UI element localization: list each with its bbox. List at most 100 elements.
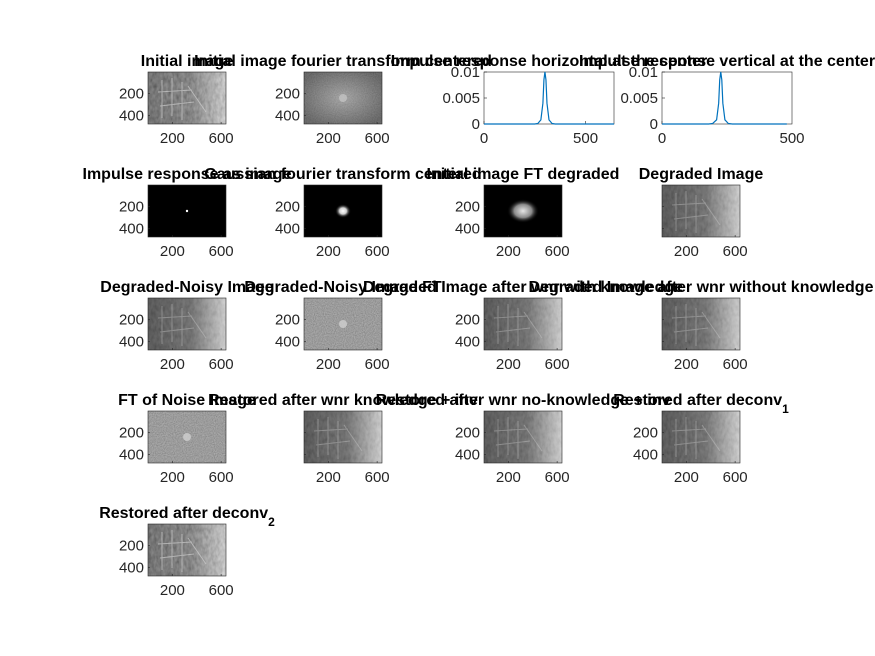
noise-center <box>339 320 347 328</box>
degraded-spectrum-blob <box>507 199 539 223</box>
y-tick-label: 200 <box>119 538 144 555</box>
subplot-title-text: Restored after deconv <box>613 392 782 409</box>
y-tick-label: 200 <box>119 312 144 329</box>
x-tick-label: 600 <box>545 469 570 486</box>
subplot-title: FT of Noise Image <box>118 392 256 409</box>
y-tick-label: 200 <box>275 312 300 329</box>
y-tick-label: 200 <box>633 425 658 442</box>
subplot-title-text: Degraded Image after wnr with knowledge <box>363 279 683 296</box>
subplot-title-text: Impulse response as image <box>83 166 292 183</box>
subplot-title: Impulse response vertical at the center <box>579 53 875 70</box>
axes-box <box>303 410 383 464</box>
axes-box <box>661 410 741 464</box>
y-tick-label: 400 <box>633 446 658 463</box>
subplot-title: Initial image FT degraded <box>427 166 620 183</box>
subplot-p10: 200 400 200 600 Degraded-Noisy Image FT <box>244 279 442 373</box>
y-tick-label: 400 <box>455 220 480 237</box>
axes-box <box>483 297 563 351</box>
y-tick-label: 400 <box>455 333 480 350</box>
scene-structure <box>157 530 207 572</box>
scene-structure <box>671 304 721 346</box>
y-tick-label: 200 <box>455 199 480 216</box>
subplot-title-text: Degraded Image after wnr without knowled… <box>529 279 874 296</box>
x-tick-label: 600 <box>545 243 570 260</box>
subplot-title: Degraded Image after wnr without knowled… <box>529 279 874 296</box>
subplot-title: Degraded-Noisy Image <box>100 279 273 296</box>
x-tick-label: 200 <box>316 130 341 147</box>
x-tick-label: 500 <box>779 130 804 147</box>
scene-texture <box>484 411 562 463</box>
subplot-title: Initial image fourier transform centered <box>194 53 492 70</box>
subplot-p2: 200 400 200 600 Initial image fourier transf… <box>194 53 492 147</box>
axes-box <box>147 71 227 125</box>
y-tick-label: 200 <box>275 199 300 216</box>
subplot-title-text: Restored after deconv <box>99 505 268 522</box>
x-tick-label: 200 <box>160 582 185 599</box>
subplot-p8: 200 600 Degraded Image <box>639 166 764 260</box>
subplot-p12: 200 600 Degraded Image after wnr without k… <box>529 279 874 373</box>
y-tick-label: 200 <box>455 312 480 329</box>
subplot-title-text: Initial image <box>141 53 234 70</box>
x-tick-label: 200 <box>674 469 699 486</box>
subplot-title: Impulse response horizontal at the cente… <box>391 53 708 70</box>
subplot-title-text: Gaussian fourier transform centered <box>204 166 481 183</box>
axes-box <box>303 71 383 125</box>
scene-texture <box>304 411 382 463</box>
subplot-p1: 200 400 200 600 Initial image <box>119 53 234 147</box>
subplot-title: Initial image <box>141 53 234 70</box>
subplot-p5: 200 400 200 600 Impulse response as image <box>83 166 292 260</box>
subplot-title: Restored after wnr knowledge + inv <box>208 392 478 409</box>
scene-texture <box>662 185 740 237</box>
subplot-title: Restored after deconv2 <box>99 505 275 529</box>
x-tick-label: 600 <box>209 582 234 599</box>
x-tick-label: 200 <box>496 356 521 373</box>
subplot-title: Degraded Image <box>639 166 764 183</box>
y-tick-label: 0.005 <box>620 90 658 107</box>
subplot-title: Impulse response as image <box>83 166 292 183</box>
y-tick-label: 0.005 <box>442 90 480 107</box>
x-tick-label: 600 <box>545 356 570 373</box>
y-tick-label: 200 <box>275 86 300 103</box>
axes-box <box>661 71 793 125</box>
x-tick-label: 200 <box>316 243 341 260</box>
axes-box <box>661 297 741 351</box>
subplot-p17: 200 400 200 600 Restored after deconv2 <box>99 505 275 599</box>
x-tick-label: 200 <box>496 469 521 486</box>
x-tick-label: 600 <box>723 356 748 373</box>
x-tick-label: 600 <box>365 469 390 486</box>
scene-structure <box>493 304 543 346</box>
y-tick-label: 400 <box>275 220 300 237</box>
axes-box <box>483 184 563 238</box>
x-tick-label: 200 <box>496 243 521 260</box>
x-tick-label: 200 <box>674 356 699 373</box>
y-tick-label: 200 <box>119 199 144 216</box>
axes-box <box>147 410 227 464</box>
scene-texture <box>662 298 740 350</box>
subplot-title: Degraded-Noisy Image FT <box>244 279 442 296</box>
y-tick-label: 400 <box>119 333 144 350</box>
x-tick-label: 600 <box>723 243 748 260</box>
x-tick-label: 600 <box>365 130 390 147</box>
subplot-title-text: Degraded-Noisy Image <box>100 279 273 296</box>
x-tick-label: 200 <box>316 469 341 486</box>
spectrum-center <box>339 94 347 102</box>
subplot-p11: 200 400 200 600 Degraded Image after wnr wit… <box>363 279 683 373</box>
subplot-title-text: Degraded-Noisy Image FT <box>244 279 442 296</box>
y-tick-label: 0.01 <box>451 64 480 81</box>
subplot-title: Gaussian fourier transform centered <box>204 166 481 183</box>
scene-structure <box>157 304 207 346</box>
y-tick-label: 400 <box>119 107 144 124</box>
y-tick-label: 400 <box>119 446 144 463</box>
x-tick-label: 200 <box>160 356 185 373</box>
x-tick-label: 600 <box>209 356 234 373</box>
scene-structure <box>157 78 207 120</box>
impulse-response-line <box>484 71 614 125</box>
subplot-title-text: Initial image FT degraded <box>427 166 620 183</box>
subplot-title-text: Restored after wnr no-knowledge + inv <box>376 392 671 409</box>
scene-texture <box>148 298 226 350</box>
x-tick-label: 500 <box>573 130 598 147</box>
axes-box <box>483 410 563 464</box>
x-tick-label: 200 <box>160 243 185 260</box>
